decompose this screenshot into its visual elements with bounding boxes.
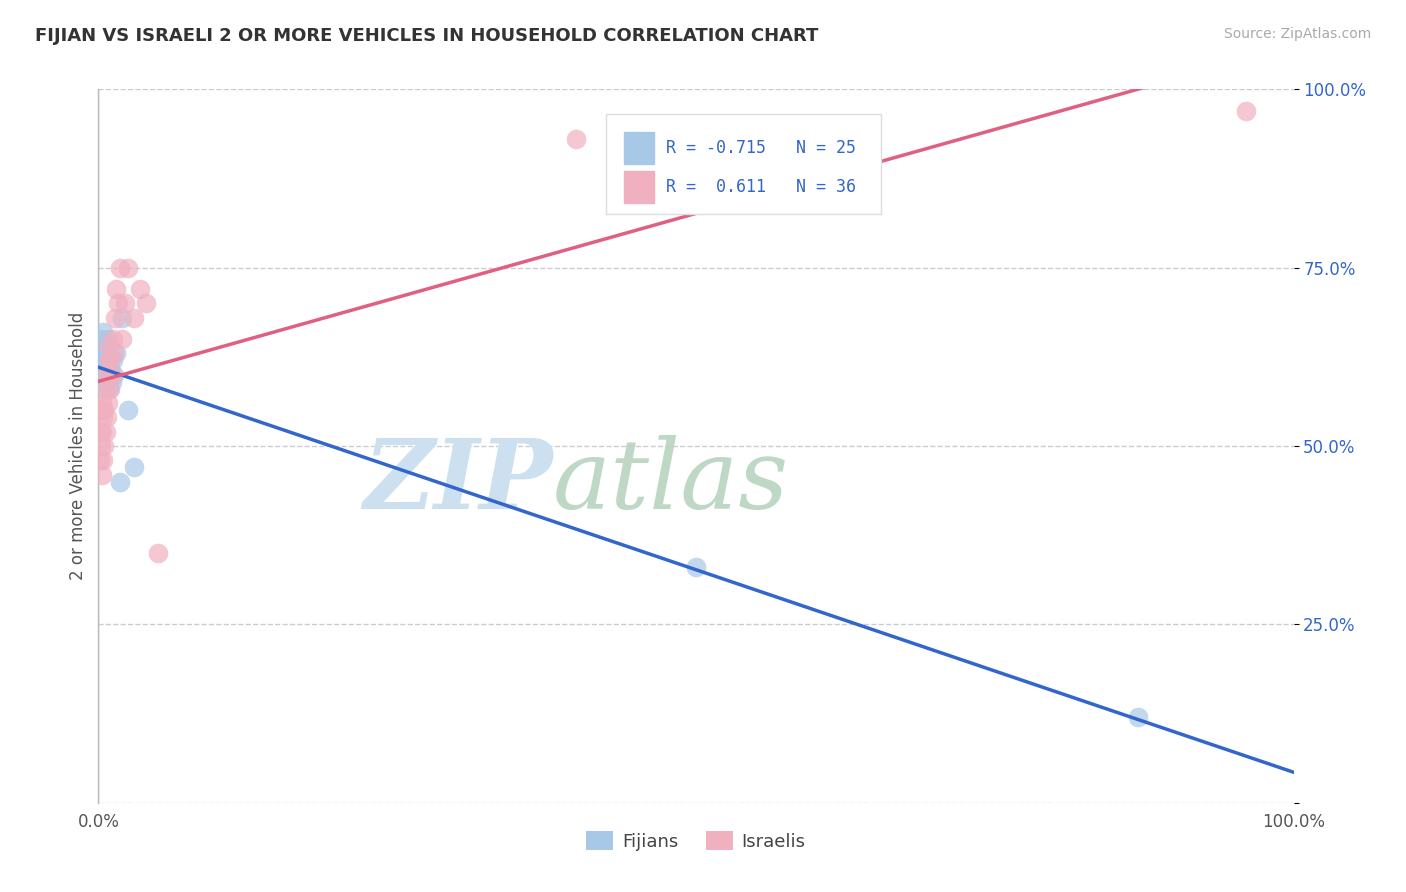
Point	[117, 260, 139, 275]
Point	[93, 439, 115, 453]
Point	[101, 332, 124, 346]
Point	[98, 353, 122, 368]
Point	[97, 396, 120, 410]
Legend: Fijians, Israelis: Fijians, Israelis	[579, 824, 813, 858]
Point	[124, 460, 146, 475]
Point	[91, 425, 114, 439]
Point	[93, 368, 115, 382]
Text: Source: ZipAtlas.com: Source: ZipAtlas.com	[1223, 27, 1371, 41]
Point	[685, 560, 707, 574]
Point	[100, 375, 122, 389]
Point	[94, 425, 117, 439]
Text: atlas: atlas	[553, 434, 789, 529]
Point	[91, 360, 114, 375]
Point	[135, 296, 157, 310]
Point	[90, 439, 112, 453]
Point	[98, 353, 121, 368]
Point	[108, 260, 131, 275]
Point	[111, 310, 134, 325]
Text: R =  0.611   N = 36: R = 0.611 N = 36	[666, 178, 856, 196]
Point	[96, 410, 118, 425]
Point	[89, 453, 111, 467]
Point	[111, 332, 134, 346]
Point	[89, 353, 111, 368]
FancyBboxPatch shape	[624, 171, 654, 203]
Point	[93, 403, 115, 417]
Text: ZIP: ZIP	[363, 434, 553, 529]
Point	[94, 339, 117, 353]
Point	[96, 346, 118, 360]
Point	[97, 332, 120, 346]
Point	[108, 475, 131, 489]
Point	[148, 546, 170, 560]
Point	[103, 346, 125, 360]
Point	[101, 353, 124, 368]
Point	[91, 410, 114, 425]
Point	[89, 425, 111, 439]
Point	[91, 339, 114, 353]
Point	[107, 296, 129, 310]
Point	[98, 382, 121, 396]
Point	[91, 467, 114, 482]
Point	[96, 368, 118, 382]
Point	[91, 325, 114, 339]
Point	[93, 353, 115, 368]
Point	[565, 132, 588, 146]
Text: FIJIAN VS ISRAELI 2 OR MORE VEHICLES IN HOUSEHOLD CORRELATION CHART: FIJIAN VS ISRAELI 2 OR MORE VEHICLES IN …	[35, 27, 818, 45]
Text: R = -0.715   N = 25: R = -0.715 N = 25	[666, 139, 856, 157]
Y-axis label: 2 or more Vehicles in Household: 2 or more Vehicles in Household	[69, 312, 87, 580]
Point	[98, 360, 122, 375]
Point	[105, 346, 128, 360]
Point	[1128, 710, 1150, 724]
FancyBboxPatch shape	[606, 114, 882, 214]
Point	[90, 332, 112, 346]
Point	[91, 346, 114, 360]
Point	[94, 382, 117, 396]
Point	[124, 310, 146, 325]
Point	[105, 282, 128, 296]
Point	[100, 368, 122, 382]
Point	[98, 382, 122, 396]
Point	[103, 368, 125, 382]
Point	[91, 453, 114, 467]
Point	[91, 382, 114, 396]
Point	[114, 296, 136, 310]
Point	[91, 396, 114, 410]
Point	[90, 368, 112, 382]
Point	[129, 282, 152, 296]
Point	[90, 403, 112, 417]
Point	[98, 339, 121, 353]
Point	[1234, 103, 1257, 118]
Point	[104, 310, 127, 325]
Point	[117, 403, 139, 417]
FancyBboxPatch shape	[624, 132, 654, 164]
